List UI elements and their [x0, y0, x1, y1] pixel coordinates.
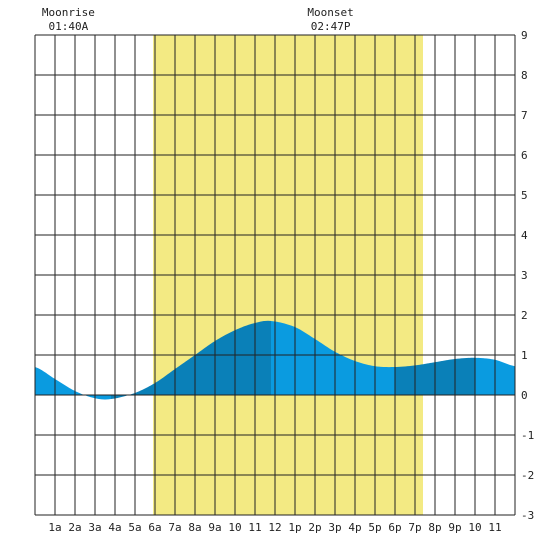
- x-tick-label: 12: [268, 521, 281, 534]
- y-tick-label: 9: [521, 29, 528, 42]
- x-tick-label: 11: [488, 521, 501, 534]
- y-tick-label: 3: [521, 269, 528, 282]
- x-tick-label: 1a: [48, 521, 61, 534]
- x-tick-label: 9p: [448, 521, 461, 534]
- y-tick-label: 7: [521, 109, 528, 122]
- moon-event-time: 01:40A: [49, 20, 89, 33]
- y-tick-label: -1: [521, 429, 534, 442]
- y-tick-label: 0: [521, 389, 528, 402]
- x-tick-label: 7p: [408, 521, 421, 534]
- x-tick-label: 9a: [208, 521, 221, 534]
- x-tick-label: 4a: [108, 521, 121, 534]
- y-tick-label: 1: [521, 349, 528, 362]
- y-tick-label: 2: [521, 309, 528, 322]
- y-tick-label: 6: [521, 149, 528, 162]
- x-tick-label: 3p: [328, 521, 341, 534]
- moon-event-label: Moonrise: [42, 6, 95, 19]
- x-tick-label: 5a: [128, 521, 141, 534]
- x-tick-labels: 1a 2a 3a 4a 5a 6a 7a 8a 9a 10 11 12 1p 2p 3p 4p 5p 6p 7p 8p…: [48, 521, 501, 534]
- tide-area-falling: [271, 321, 395, 395]
- y-tick-label: -2: [521, 469, 534, 482]
- y-tick-label: 4: [521, 229, 528, 242]
- x-tick-label: 4p: [348, 521, 361, 534]
- tide-area-rising: [111, 320, 271, 399]
- grid-group: [34, 34, 516, 516]
- y-tick-label: 5: [521, 189, 528, 202]
- x-tick-label: 7a: [168, 521, 181, 534]
- y-tick-label: -3: [521, 509, 534, 522]
- x-tick-label: 10: [468, 521, 481, 534]
- x-tick-label: 8p: [428, 521, 441, 534]
- tide-area-falling: [35, 367, 111, 400]
- x-tick-label: 11: [248, 521, 261, 534]
- x-tick-label: 6a: [148, 521, 161, 534]
- y-tick-label: 8: [521, 69, 528, 82]
- moon-event-label: Moonset: [307, 6, 353, 19]
- y-tick-labels: 9 8 7 6 5 4 3 2 1 0 -1 -2 -3: [521, 29, 534, 522]
- x-tick-label: 2p: [308, 521, 321, 534]
- x-tick-label: 8a: [188, 521, 201, 534]
- x-tick-label: 6p: [388, 521, 401, 534]
- x-tick-label: 2a: [68, 521, 81, 534]
- x-tick-label: 3a: [88, 521, 101, 534]
- x-tick-label: 10: [228, 521, 241, 534]
- x-tick-label: 5p: [368, 521, 381, 534]
- x-tick-label: 1p: [288, 521, 301, 534]
- moon-event-time: 02:47P: [311, 20, 351, 33]
